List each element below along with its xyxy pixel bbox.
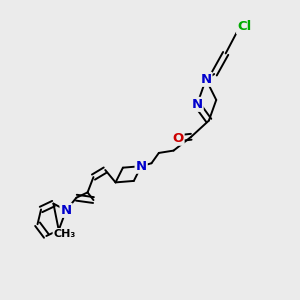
Text: N: N	[136, 160, 147, 173]
Text: N: N	[191, 98, 203, 111]
Text: CH₃: CH₃	[53, 229, 76, 239]
Text: O: O	[172, 132, 184, 145]
Text: N: N	[61, 204, 72, 217]
Text: N: N	[200, 73, 211, 86]
Text: Cl: Cl	[237, 20, 251, 33]
